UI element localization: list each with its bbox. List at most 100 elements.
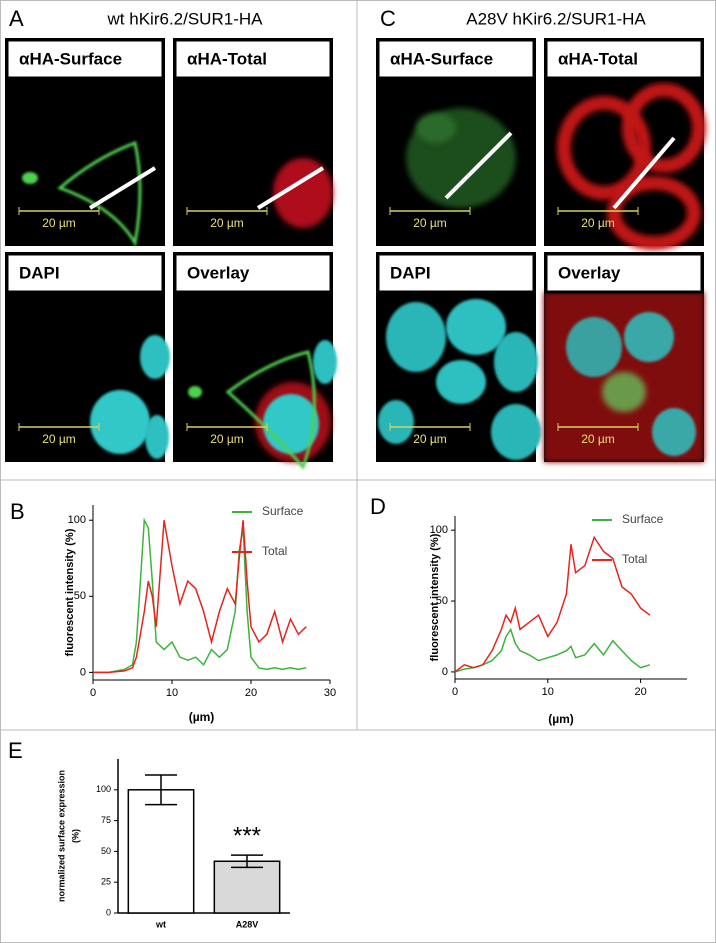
- cell-stain: [436, 360, 486, 404]
- profile-line: [444, 131, 513, 200]
- y-tick-label: 100: [430, 524, 448, 536]
- cell-stain: [140, 335, 170, 379]
- legend-label: Total: [262, 544, 287, 558]
- cell-stain: [273, 158, 333, 228]
- scale-label: 20 µm: [581, 216, 615, 230]
- panel-title: A28V hKir6.2/SUR1-HA: [466, 9, 646, 28]
- cell-stain: [652, 408, 696, 456]
- tile-label: αHA-Surface: [390, 49, 493, 68]
- cell-stain: [313, 340, 337, 384]
- x-tick-label: 0: [90, 687, 96, 699]
- label-box: [173, 38, 333, 80]
- x-tick-label: wt: [155, 919, 166, 929]
- tile-label: DAPI: [390, 263, 431, 282]
- tile-label: αHA-Total: [187, 49, 267, 68]
- panel-letter: C: [380, 6, 396, 31]
- y-tick-label: 50: [101, 846, 111, 856]
- panel-title: wt hKir6.2/SUR1-HA: [107, 9, 264, 28]
- profile-line: [612, 136, 676, 210]
- micrograph: αHA-Total 20 µm: [544, 38, 706, 250]
- y-tick-label: 100: [96, 784, 111, 794]
- data-line: [93, 517, 307, 674]
- panel-letter: E: [8, 738, 23, 763]
- data-line: [93, 520, 307, 674]
- y-tick-label: 100: [68, 514, 86, 526]
- data-line: [454, 627, 651, 673]
- x-tick-label: 20: [245, 687, 257, 699]
- profile-line: [256, 166, 325, 210]
- y-tick-label: 0: [442, 666, 448, 678]
- x-axis-label: (µm): [548, 712, 574, 726]
- cell-stain: [491, 404, 541, 460]
- tile-label: αHA-Surface: [19, 49, 122, 68]
- y-axis-label: fluorescent intensity (%): [429, 533, 441, 661]
- cell-stain: [386, 302, 446, 372]
- legend-label: Surface: [262, 504, 304, 518]
- label-box: [376, 252, 536, 294]
- label-box: [376, 38, 536, 80]
- x-tick-label: 30: [324, 687, 336, 699]
- cell-stain: [378, 400, 414, 444]
- cell-stain: [416, 113, 456, 143]
- cell-stain: [622, 83, 706, 173]
- scale-label: 20 µm: [413, 432, 447, 446]
- micrograph: DAPI 20 µm: [376, 252, 541, 462]
- tile-label: αHA-Total: [558, 49, 638, 68]
- scale-label: 20 µm: [210, 216, 244, 230]
- y-tick-label: 0: [106, 907, 111, 917]
- cell-stain: [90, 390, 150, 454]
- cell-stain: [22, 172, 38, 184]
- x-tick-label: 20: [634, 686, 646, 698]
- x-tick-label: 10: [542, 686, 554, 698]
- error-bar: [231, 854, 263, 869]
- y-axis-label: normalized surface expression: [56, 770, 66, 902]
- scale-label: 20 µm: [42, 432, 76, 446]
- panel-letter: D: [370, 494, 386, 519]
- x-axis-label: (µm): [189, 710, 215, 724]
- cell-stain: [446, 299, 506, 355]
- error-bar: [145, 774, 177, 806]
- x-tick-label: 10: [166, 687, 178, 699]
- x-tick-label: A28V: [236, 919, 259, 929]
- data-line: [454, 535, 651, 673]
- cell-stain: [225, 350, 316, 470]
- y-tick-label: 50: [74, 590, 86, 602]
- legend-label: Total: [622, 552, 647, 566]
- cell-stain: [557, 96, 651, 200]
- label-box: [544, 252, 704, 294]
- label-box: [5, 38, 165, 80]
- bar: [127, 789, 195, 914]
- tile-label: Overlay: [558, 263, 621, 282]
- cell-stain: [607, 176, 701, 250]
- scale-label: 20 µm: [413, 216, 447, 230]
- y-axis-label: fluorescent intensity (%): [64, 528, 76, 656]
- scale-label: 20 µm: [581, 432, 615, 446]
- label-box: [544, 38, 704, 80]
- cell-stain: [57, 140, 142, 248]
- scale-label: 20 µm: [42, 216, 76, 230]
- micrograph: Overlay 20 µm: [544, 252, 704, 462]
- y-tick-label: 75: [101, 815, 111, 825]
- micrograph: DAPI 20 µm: [5, 252, 170, 462]
- x-tick-label: 0: [452, 686, 458, 698]
- cell-stain: [145, 415, 169, 459]
- label-box: [5, 252, 165, 294]
- cell-stain: [624, 312, 674, 362]
- panel-letter: A: [9, 6, 24, 31]
- micrograph: αHA-Surface 20 µm: [376, 38, 536, 246]
- tile-label: Overlay: [187, 263, 250, 282]
- bar: [213, 860, 281, 914]
- profile-line: [88, 166, 157, 210]
- cell-stain: [566, 317, 622, 377]
- y-tick-label: 25: [101, 877, 111, 887]
- tile-label: DAPI: [19, 263, 60, 282]
- cell-stain: [602, 372, 646, 412]
- micrograph: αHA-Surface 20 µm: [5, 38, 165, 248]
- cell-stain: [188, 386, 202, 398]
- label-box: [173, 252, 333, 294]
- micrograph: αHA-Total 20 µm: [173, 38, 333, 246]
- panel-letter: B: [10, 499, 25, 524]
- legend-label: Surface: [622, 512, 664, 526]
- annotation: ***: [233, 822, 261, 849]
